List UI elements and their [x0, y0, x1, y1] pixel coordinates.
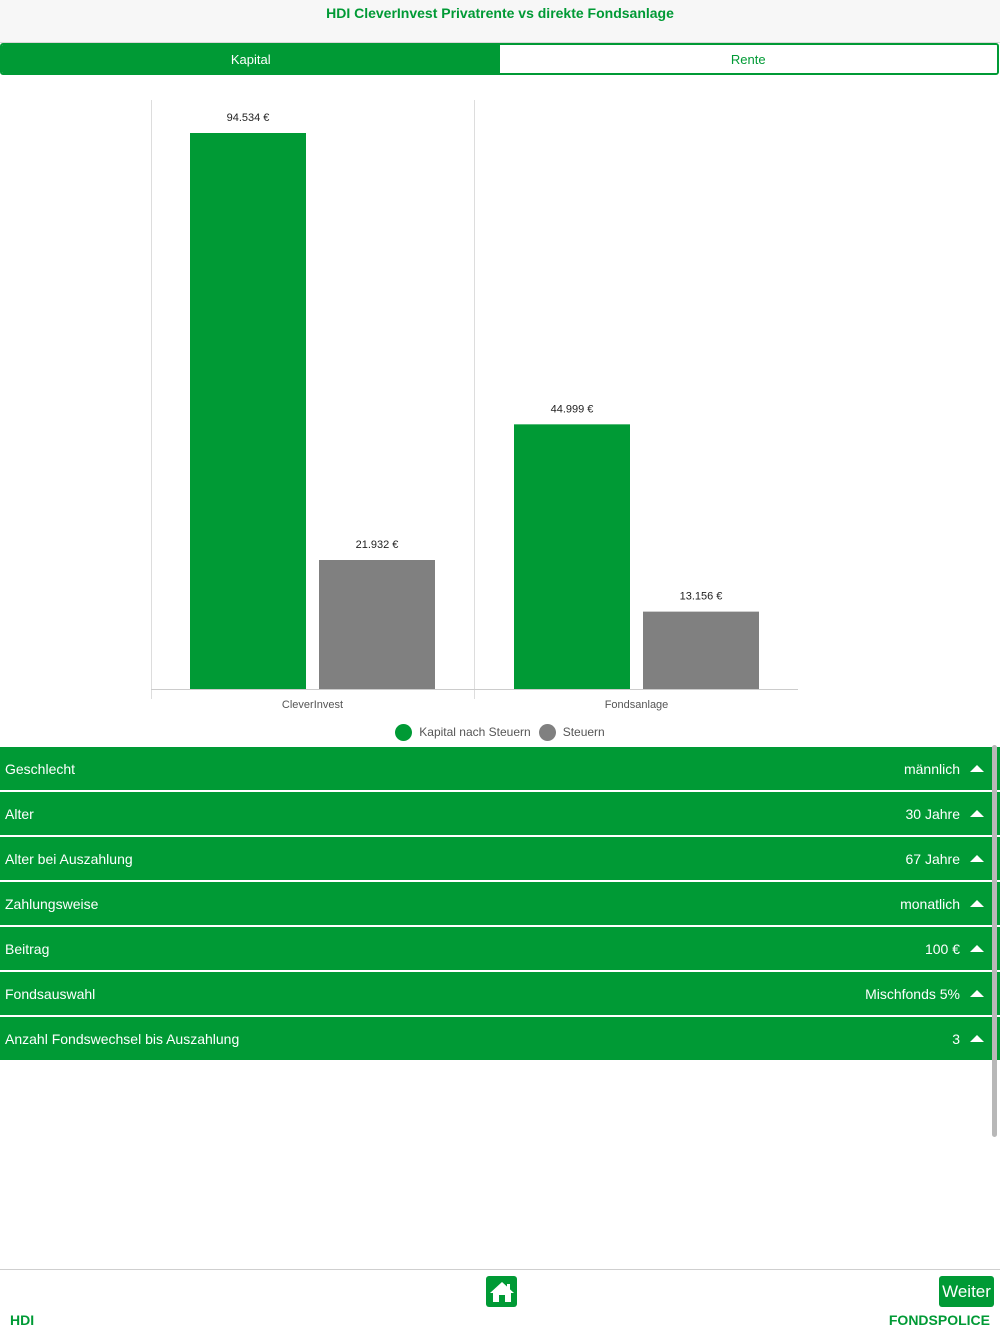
home-icon — [489, 1281, 514, 1302]
chart-bar-steuern — [643, 611, 759, 689]
chart-bar-steuern — [319, 560, 435, 689]
setting-label: Alter — [5, 805, 34, 822]
page-title: HDI CleverInvest Privatrente vs direkte … — [326, 5, 674, 21]
setting-alter[interactable]: Alter 30 Jahre — [0, 792, 1000, 835]
next-button[interactable]: Weiter — [939, 1276, 994, 1307]
chart-data-label: 21.932 € — [356, 539, 399, 551]
setting-value: 100 € — [924, 940, 960, 957]
setting-geschlecht[interactable]: Geschlecht männlich — [0, 747, 1000, 790]
setting-fondsauswahl[interactable]: Fondsauswahl Mischfonds 5% — [0, 972, 1000, 1015]
setting-beitrag[interactable]: Beitrag 100 € — [0, 927, 1000, 970]
setting-value: männlich — [903, 760, 960, 777]
setting-label: Geschlecht — [5, 760, 76, 777]
setting-value: 3 — [952, 1030, 960, 1047]
setting-zahlungsweise[interactable]: Zahlungsweise monatlich — [0, 882, 1000, 925]
caret-up-icon — [970, 855, 984, 862]
home-button[interactable] — [486, 1276, 517, 1307]
app-header: HDI CleverInvest Privatrente vs direkte … — [0, 0, 1000, 43]
setting-label: Fondsauswahl — [5, 985, 96, 1002]
legend-dot-kapital — [395, 723, 413, 741]
caret-up-icon — [970, 810, 984, 817]
chart-data-label: 44.999 € — [551, 403, 594, 415]
chart-legend: Kapital nach Steuern Steuern — [0, 720, 1000, 744]
chart-category-label: CleverInvest — [282, 699, 343, 711]
legend-dot-steuern — [538, 723, 556, 741]
footer-bar: HDI Weiter FONDSPOLICE — [0, 1269, 1000, 1334]
setting-value: 67 Jahre — [905, 850, 960, 867]
scrollbar[interactable] — [992, 745, 997, 1137]
setting-value: Mischfonds 5% — [865, 985, 960, 1002]
legend-label-steuern: Steuern — [562, 725, 605, 739]
setting-label: Anzahl Fondswechsel bis Auszahlung — [5, 1030, 240, 1047]
setting-fondswechsel[interactable]: Anzahl Fondswechsel bis Auszahlung 3 — [0, 1017, 1000, 1060]
bar-chart-svg: 94.534 € 21.932 € CleverInvest 44.999 € 13.1… — [151, 100, 798, 711]
legend-item-steuern[interactable]: Steuern — [538, 723, 605, 741]
setting-value: 30 Jahre — [905, 805, 960, 822]
tab-bar: Kapital Rente — [0, 43, 999, 75]
chart-bar-kapital — [190, 133, 306, 689]
setting-label: Zahlungsweise — [5, 895, 99, 912]
caret-up-icon — [970, 990, 984, 997]
caret-up-icon — [970, 765, 984, 772]
caret-up-icon — [970, 945, 984, 952]
setting-label: Alter bei Auszahlung — [5, 850, 133, 867]
caret-up-icon — [970, 1035, 984, 1042]
chart-data-label: 94.534 € — [227, 112, 270, 124]
settings-list: Geschlecht männlich Alter 30 Jahre Alter… — [0, 747, 1000, 1062]
setting-label: Beitrag — [5, 940, 50, 957]
setting-alter-bei-auszahlung[interactable]: Alter bei Auszahlung 67 Jahre — [0, 837, 1000, 880]
tab-rente[interactable]: Rente — [499, 45, 997, 73]
setting-value: monatlich — [900, 895, 960, 912]
chart-category-label: Fondsanlage — [605, 699, 669, 711]
chart-bar-kapital — [514, 424, 630, 689]
chart-data-label: 13.156 € — [680, 591, 723, 603]
capital-chart: 94.534 € 21.932 € CleverInvest 44.999 € 13.1… — [0, 75, 1000, 747]
legend-label-kapital: Kapital nach Steuern — [419, 725, 531, 739]
fondspolice-brand: FONDSPOLICE — [888, 1312, 990, 1328]
legend-item-kapital[interactable]: Kapital nach Steuern — [395, 723, 531, 741]
caret-up-icon — [970, 900, 984, 907]
hdi-brand: HDI — [10, 1312, 35, 1328]
tab-kapital[interactable]: Kapital — [2, 45, 500, 73]
